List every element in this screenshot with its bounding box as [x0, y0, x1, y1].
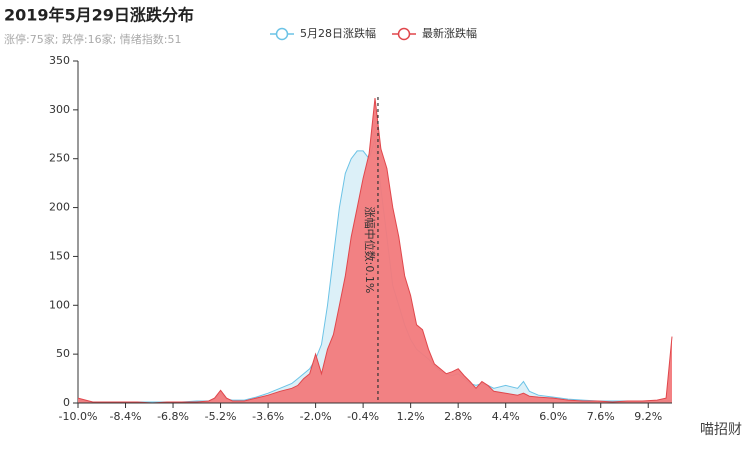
y-tick-label: 0	[63, 396, 70, 409]
x-tick-label: -5.2%	[205, 410, 237, 423]
median-label: 涨幅中位数:0.1%	[363, 207, 377, 294]
legend-marker	[397, 27, 411, 41]
y-tick-label: 50	[56, 347, 70, 360]
x-tick-label: 9.2%	[634, 410, 662, 423]
watermark: 喵招财	[700, 422, 742, 438]
x-tick-label: -0.4%	[347, 410, 379, 423]
y-tick-label: 200	[49, 201, 70, 214]
legend-item: 最新涨跌幅	[392, 26, 477, 41]
legend-marker	[275, 27, 289, 41]
x-tick-label: 7.6%	[587, 410, 615, 423]
x-tick-label: -6.8%	[157, 410, 189, 423]
area-fill	[78, 98, 672, 403]
y-tick-label: 350	[49, 54, 70, 67]
chart-subtitle: 涨停:75家; 跌停:16家; 情绪指数:51	[4, 32, 182, 46]
legend-item: 5月28日涨跌幅	[270, 26, 376, 41]
x-tick-label: 2.8%	[444, 410, 472, 423]
legend-label: 5月28日涨跌幅	[300, 26, 376, 40]
chart-title: 2019年5月29日涨跌分布	[4, 6, 194, 25]
x-tick-label: -10.0%	[59, 410, 98, 423]
x-tick-label: -2.0%	[300, 410, 332, 423]
x-tick-label: 6.0%	[539, 410, 567, 423]
legend-label: 最新涨跌幅	[422, 26, 477, 40]
x-tick-label: 4.4%	[492, 410, 520, 423]
series-line	[77, 98, 673, 404]
x-tick-label: 1.2%	[397, 410, 425, 423]
y-tick-label: 100	[49, 298, 70, 311]
y-tick-label: 300	[49, 103, 70, 116]
x-tick-label: -3.6%	[252, 410, 284, 423]
y-tick-label: 250	[49, 152, 70, 165]
x-tick-label: -8.4%	[110, 410, 142, 423]
y-tick-label: 150	[49, 249, 70, 262]
